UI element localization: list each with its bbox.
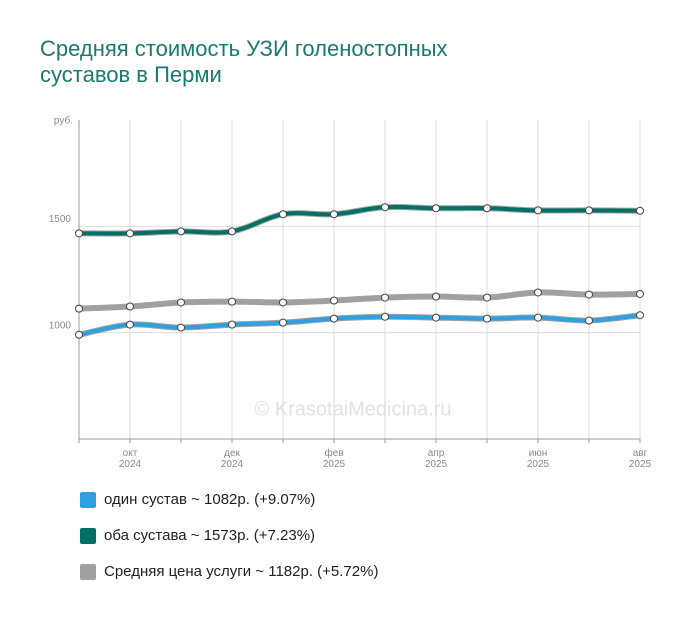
point <box>534 288 542 297</box>
point <box>432 292 440 301</box>
x-tick-label: июн 2025 <box>527 448 550 470</box>
point <box>585 206 593 215</box>
legend-label: оба сустава ~ 1573р. (+7.23%) <box>104 527 315 544</box>
y-axis-label: руб. <box>54 115 73 127</box>
point <box>279 298 287 307</box>
point <box>126 302 134 311</box>
point <box>534 206 542 215</box>
line <box>78 290 641 311</box>
line <box>78 313 641 337</box>
point <box>636 206 644 215</box>
point <box>636 311 644 320</box>
point <box>432 204 440 213</box>
point <box>381 293 389 302</box>
point <box>636 289 644 298</box>
point <box>381 312 389 321</box>
x-tick-label-line: дек <box>224 448 240 459</box>
point <box>75 229 83 238</box>
point <box>585 290 593 299</box>
point <box>228 227 236 236</box>
legend-label: Средняя цена услуги ~ 1182р. (+5.72%) <box>104 563 378 580</box>
point <box>330 314 338 323</box>
point <box>75 304 83 313</box>
x-tick-label: окт 2024 <box>119 448 142 470</box>
x-tick-label-line: 2025 <box>323 459 346 470</box>
x-tick-label-line: 2025 <box>527 459 550 470</box>
y-tick-label: 1000 <box>49 320 72 331</box>
title-box: Средняя стоимость УЗИ голеностопных суст… <box>40 36 448 87</box>
point <box>585 316 593 325</box>
point <box>483 204 491 213</box>
legend-swatch <box>80 564 96 580</box>
point <box>432 313 440 322</box>
line <box>78 204 641 236</box>
point <box>177 227 185 236</box>
point <box>330 296 338 305</box>
x-tick-label-line: 2024 <box>221 459 244 470</box>
x-tick-label-line: апр <box>428 448 445 459</box>
x-tick-label: апр 2025 <box>425 448 448 470</box>
point <box>75 330 83 339</box>
legend-label: один сустав ~ 1082р. (+9.07%) <box>104 491 315 508</box>
x-tick-label-line: 2024 <box>119 459 142 470</box>
x-tick-label-line: 2025 <box>425 459 448 470</box>
chart-title: Средняя стоимость УЗИ голеностопных суст… <box>40 36 448 87</box>
point <box>126 229 134 238</box>
legend-swatch <box>80 528 96 544</box>
x-tick-label-line: фев <box>324 447 343 459</box>
point <box>228 320 236 329</box>
y-tick-label: 1500 <box>49 214 72 225</box>
point <box>228 297 236 306</box>
point <box>177 323 185 332</box>
point <box>330 210 338 219</box>
x-tick-label: дек 2024 <box>221 448 244 470</box>
point <box>483 293 491 302</box>
point <box>279 318 287 327</box>
x-tick-label: авг 2025 <box>629 448 652 470</box>
watermark: © KrasotaiMedicina.ru <box>254 398 451 420</box>
x-tick-label-line: 2025 <box>629 459 652 470</box>
x-tick-label: фев 2025 <box>323 447 346 470</box>
point <box>177 298 185 307</box>
legend-swatch <box>80 492 96 508</box>
point <box>381 203 389 212</box>
x-tick-label-line: окт <box>123 448 138 459</box>
point <box>483 314 491 323</box>
x-tick-label-line: июн <box>529 448 548 459</box>
point <box>279 210 287 219</box>
point <box>534 313 542 322</box>
point <box>126 320 134 329</box>
x-tick-label-line: авг <box>633 448 648 459</box>
